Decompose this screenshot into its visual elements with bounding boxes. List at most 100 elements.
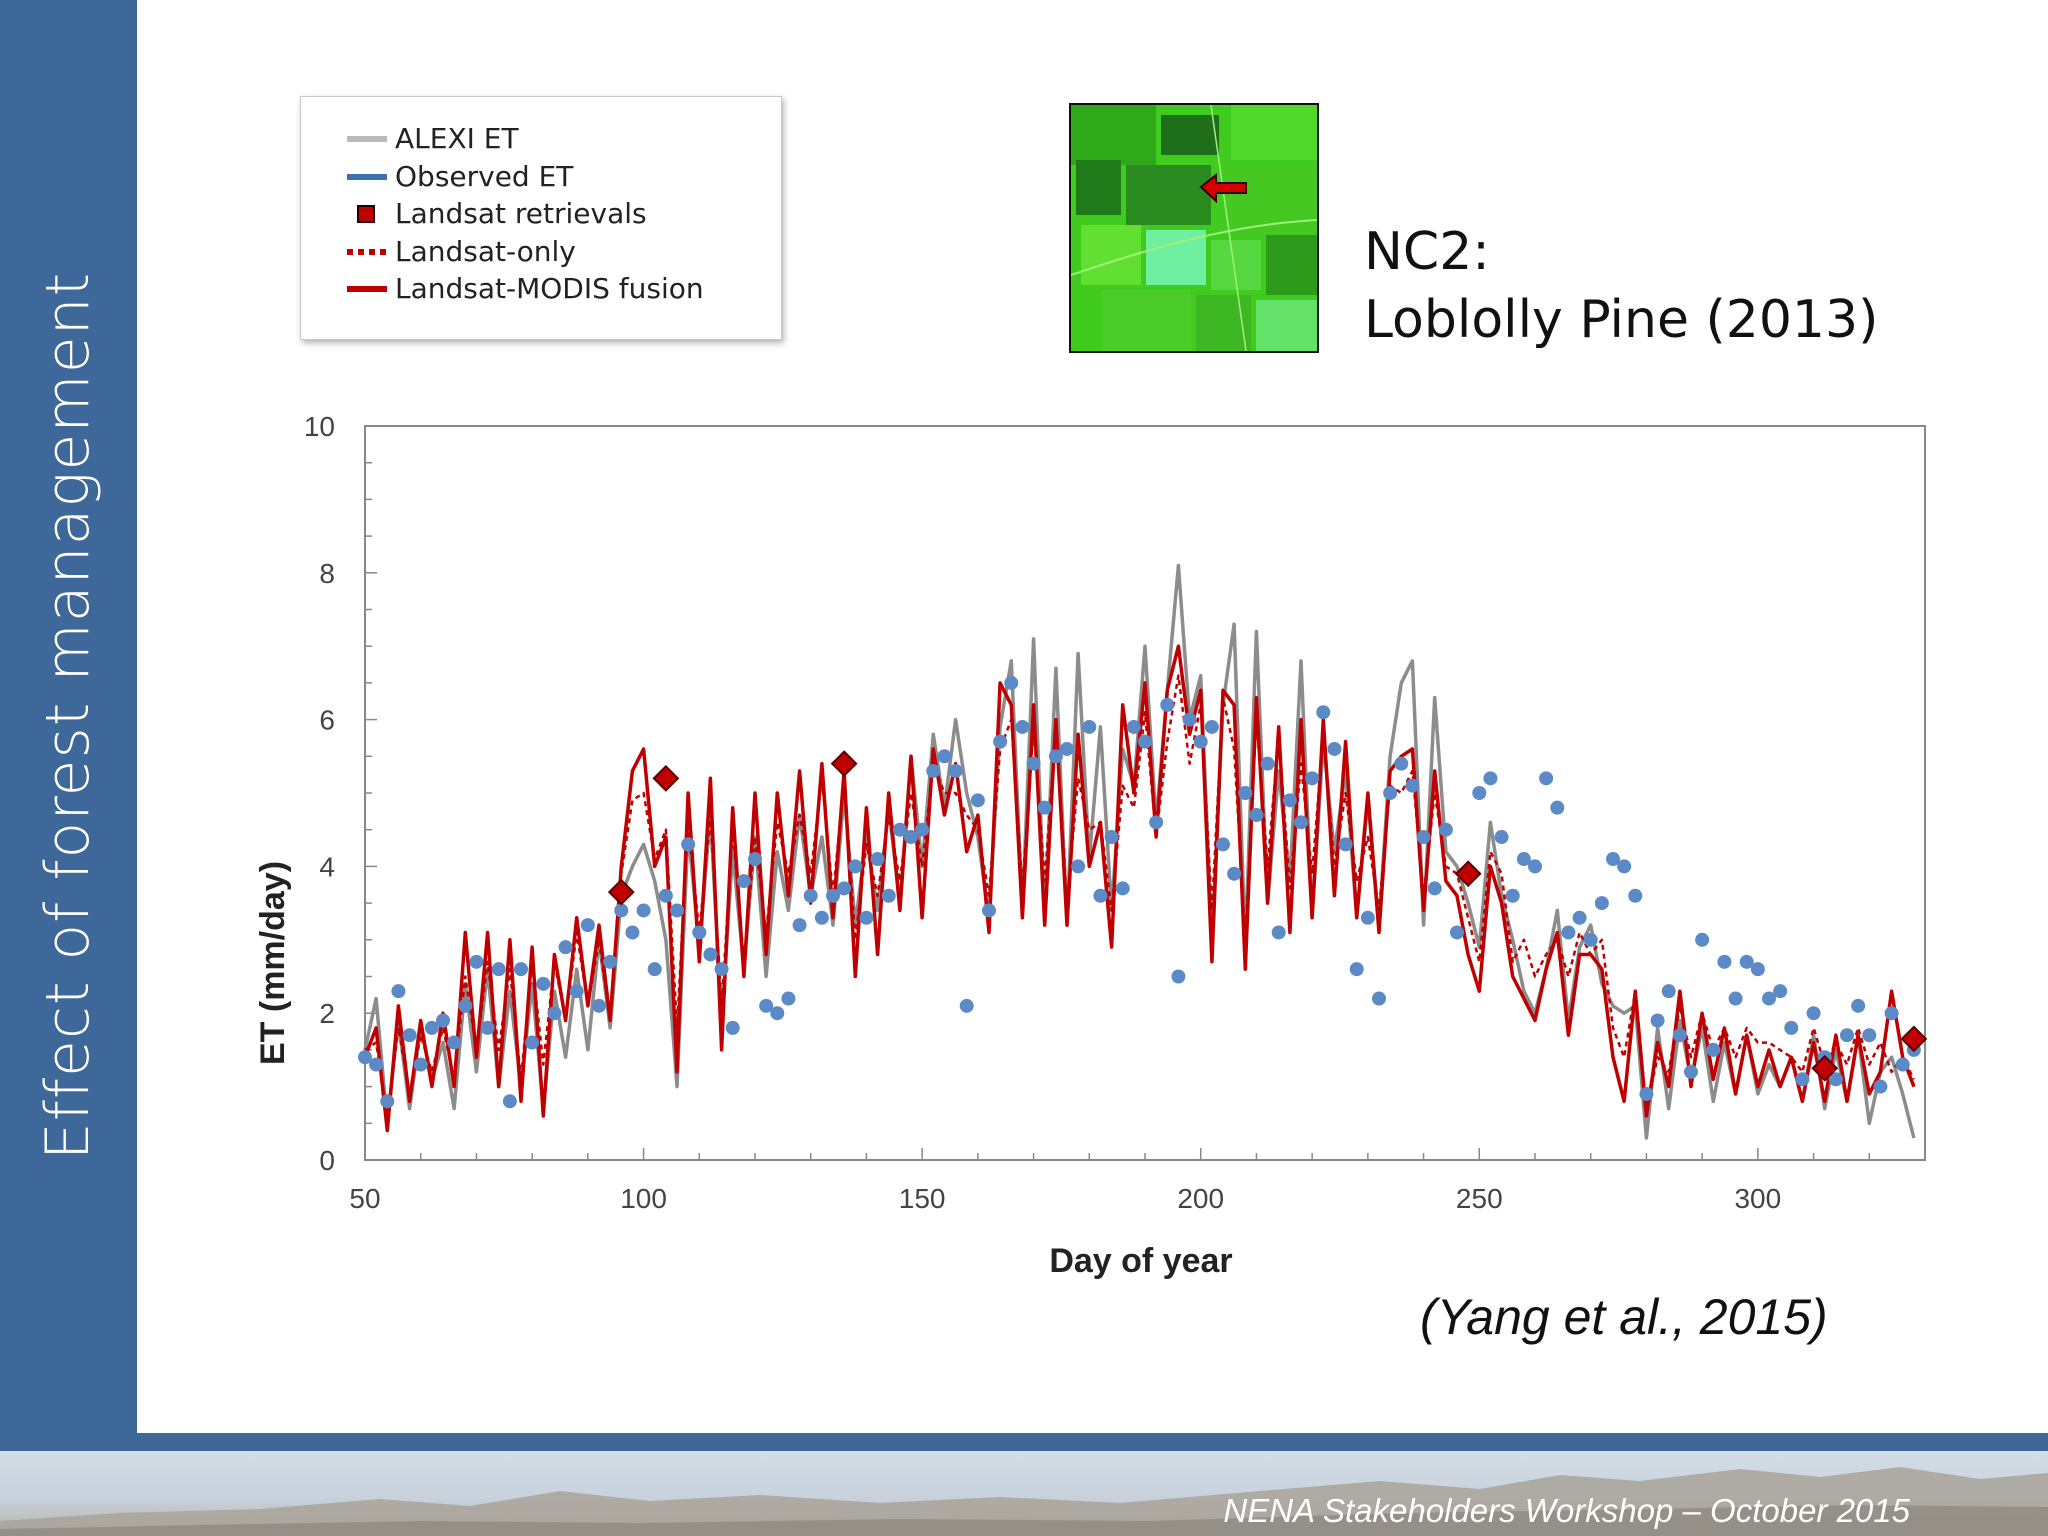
observed-point	[1561, 925, 1576, 940]
legend-swatch-alexi	[347, 136, 387, 142]
observed-point	[1840, 1028, 1854, 1043]
observed-point	[1182, 712, 1197, 727]
observed-point	[1071, 859, 1086, 874]
observed-point	[480, 1020, 495, 1035]
observed-point	[1739, 954, 1754, 969]
observed-point	[792, 918, 807, 933]
observed-point	[658, 888, 673, 903]
observed-point	[402, 1028, 417, 1043]
observed-point	[681, 837, 696, 852]
observed-point	[1550, 800, 1565, 815]
observed-point	[1606, 852, 1620, 867]
observed-point	[1383, 786, 1398, 800]
observed-point	[380, 1094, 395, 1109]
observed-point	[1238, 786, 1253, 800]
observed-point	[1249, 808, 1264, 823]
y-tick-label: 10	[304, 411, 335, 442]
observed-point	[1684, 1064, 1698, 1079]
x-tick-label: 250	[1456, 1183, 1503, 1214]
observed-point	[1338, 837, 1353, 852]
legend-swatch-fusion	[347, 286, 387, 292]
observed-point	[1149, 815, 1164, 830]
observed-point	[1316, 705, 1331, 720]
x-tick-label: 100	[620, 1183, 667, 1214]
observed-point	[1516, 852, 1531, 867]
observed-point	[1349, 962, 1364, 977]
observed-point	[826, 888, 840, 903]
observed-point	[1260, 756, 1275, 771]
observed-point	[1305, 771, 1320, 786]
observed-point	[892, 822, 907, 837]
observed-point	[1750, 962, 1765, 977]
legend-label-fusion: Landsat-MODIS fusion	[395, 272, 704, 305]
observed-point	[1762, 991, 1776, 1006]
observed-point	[1650, 1013, 1665, 1028]
site-satellite-image	[1069, 103, 1319, 353]
y-tick-label: 6	[319, 705, 335, 736]
sidebar-band: Effect of forest management	[0, 0, 137, 1433]
observed-point	[1015, 719, 1030, 734]
observed-point	[1427, 881, 1442, 896]
observed-point	[1539, 771, 1554, 786]
observed-point	[1528, 859, 1542, 874]
observed-point	[937, 749, 952, 764]
citation: (Yang et al., 2015)	[1420, 1289, 1828, 1345]
observed-point	[647, 962, 662, 977]
chart-landsat-markers	[607, 750, 1928, 1082]
observed-point	[469, 954, 484, 969]
y-tick-label: 4	[319, 851, 335, 882]
site-description: Loblolly Pine (2013)	[1364, 290, 1879, 350]
observed-point	[1227, 866, 1242, 881]
observed-point	[1505, 888, 1520, 903]
observed-point	[1126, 719, 1141, 734]
observed-point	[1104, 830, 1119, 845]
site-name: NC2:	[1364, 222, 1490, 282]
observed-point	[1728, 991, 1743, 1006]
observed-point	[1483, 771, 1498, 786]
legend-swatch-landsat-only	[347, 249, 387, 255]
observed-point	[358, 1050, 372, 1065]
et-chart: 0 2 4 6 8 10 50 100 150 200 250 300 Day of year ET …	[240, 390, 1956, 1290]
y-axis-label: ET (mm/day)	[254, 861, 292, 1065]
observed-point	[1884, 1006, 1899, 1021]
observed-point	[636, 903, 651, 918]
x-tick-label: 200	[1177, 1183, 1224, 1214]
observed-point	[1048, 749, 1063, 764]
observed-point	[1416, 830, 1431, 845]
observed-point	[491, 962, 506, 977]
observed-point	[915, 822, 930, 837]
observed-point	[1171, 969, 1186, 984]
observed-point	[1093, 888, 1108, 903]
observed-point	[536, 976, 551, 991]
x-tick-label: 300	[1734, 1183, 1781, 1214]
observed-point	[1617, 859, 1632, 874]
observed-point	[904, 830, 918, 845]
chart-background	[240, 390, 1956, 1290]
satellite-map	[1071, 105, 1317, 351]
observed-point	[970, 793, 985, 808]
observed-point	[814, 910, 829, 925]
observed-point	[625, 925, 640, 940]
observed-point	[837, 881, 852, 896]
observed-point	[424, 1020, 439, 1035]
observed-point	[1661, 984, 1676, 999]
observed-point	[959, 998, 974, 1013]
observed-point	[1862, 1028, 1877, 1043]
observed-point	[1717, 954, 1732, 969]
observed-point	[1026, 756, 1041, 771]
observed-point	[458, 998, 473, 1013]
observed-point	[848, 859, 863, 874]
observed-point	[569, 984, 584, 999]
observed-point	[391, 984, 406, 999]
legend-label-landsat-retrievals: Landsat retrievals	[395, 197, 647, 230]
y-tick-label: 0	[319, 1145, 335, 1176]
observed-point	[859, 910, 874, 925]
observed-point	[926, 763, 941, 778]
legend-label-landsat-only: Landsat-only	[395, 235, 576, 268]
observed-point	[580, 918, 595, 933]
observed-point	[1594, 896, 1609, 911]
observed-point	[525, 1035, 540, 1050]
observed-point	[870, 852, 885, 867]
observed-point	[1160, 697, 1175, 712]
observed-point	[1060, 741, 1074, 756]
